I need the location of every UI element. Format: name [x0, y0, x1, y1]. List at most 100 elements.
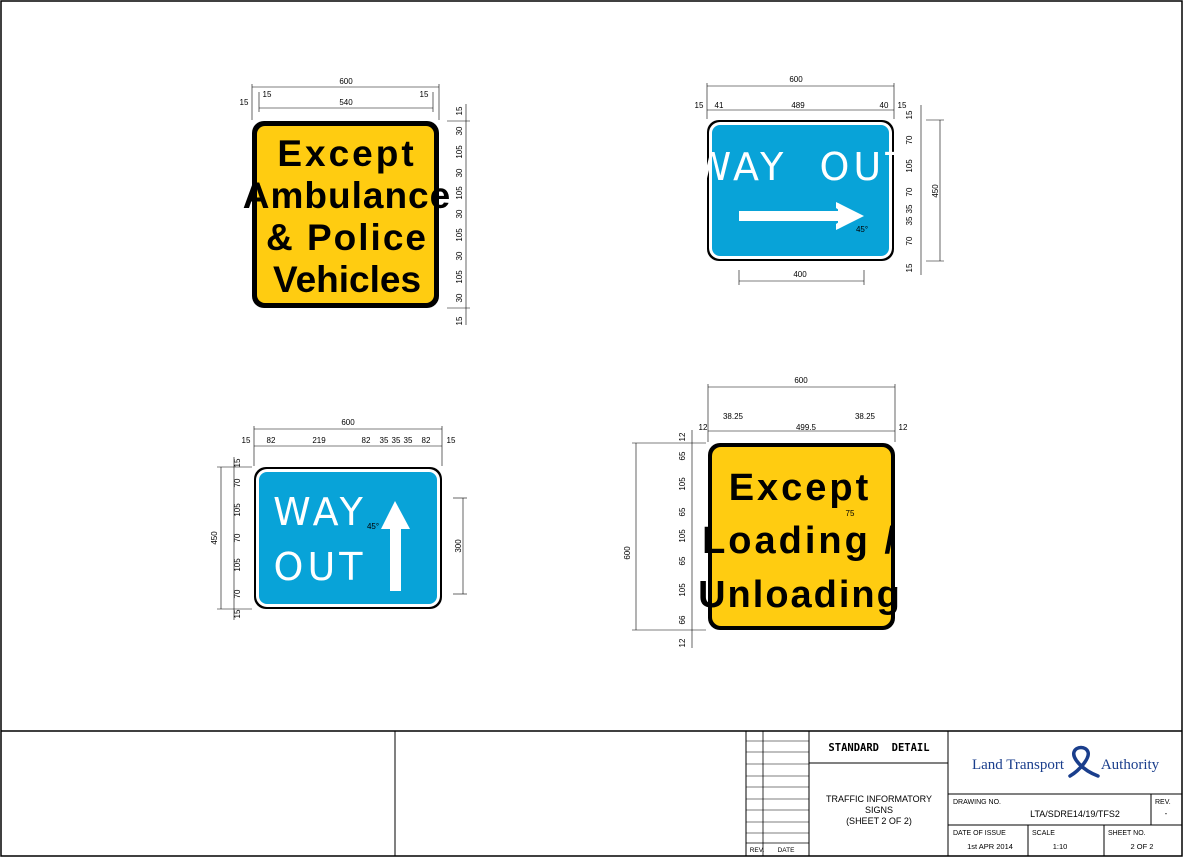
drawing-title-line2: SIGNS [865, 805, 893, 815]
svg-text:12: 12 [678, 432, 687, 441]
svg-text:70: 70 [233, 533, 242, 542]
sign3-dim-height: 450 [210, 531, 219, 545]
svg-text:15: 15 [455, 106, 464, 115]
drawing-no-label: DRAWING NO. [953, 799, 1001, 806]
sign1-line2: Ambulance [243, 175, 451, 216]
sign2-text: WAY OUT [694, 145, 913, 189]
svg-text:30: 30 [455, 251, 464, 260]
svg-text:82: 82 [267, 436, 276, 445]
svg-text:15: 15 [447, 436, 456, 445]
sign1-dim-edge-left: 15 [263, 90, 272, 99]
drawing-no-value: LTA/SDRE14/19/TFS2 [1030, 809, 1120, 819]
sign3-dim-total: 600 [341, 418, 355, 427]
sign2-dim-a: 15 [695, 101, 704, 110]
svg-text:35: 35 [380, 436, 389, 445]
sign4-line1: Except [729, 467, 872, 509]
svg-text:35: 35 [404, 436, 413, 445]
sheet-no-label: SHEET NO. [1108, 830, 1146, 837]
svg-text:30: 30 [455, 168, 464, 177]
svg-text:35: 35 [392, 436, 401, 445]
sign2-dim-d: 40 [880, 101, 889, 110]
sign1-dim-inner: 540 [339, 98, 353, 107]
scale-value: 1:10 [1053, 842, 1068, 851]
rev-value: - [1165, 809, 1168, 818]
svg-text:82: 82 [422, 436, 431, 445]
sign4-dim-total: 600 [794, 376, 808, 385]
svg-text:30: 30 [455, 209, 464, 218]
sign4-dim-d: 38.25 [855, 412, 876, 421]
svg-text:105: 105 [678, 583, 687, 597]
svg-text:70: 70 [905, 187, 914, 196]
svg-text:35: 35 [905, 204, 914, 213]
svg-text:66: 66 [678, 615, 687, 624]
drawing-title-line3: (SHEET 2 OF 2) [846, 816, 912, 826]
svg-text:15: 15 [905, 263, 914, 272]
svg-text:70: 70 [905, 135, 914, 144]
rev-column-label: REV. [750, 847, 765, 854]
svg-text:105: 105 [455, 145, 464, 159]
svg-text:70: 70 [233, 478, 242, 487]
sign3-dims-left: 15 70 105 70 105 70 15 [233, 458, 242, 618]
sign4-dim-e: 12 [899, 423, 908, 432]
sign1-line4: Vehicles [273, 259, 421, 300]
sign2-angle: 45° [856, 225, 868, 234]
lta-logo-text-left: Land Transport [972, 757, 1065, 773]
sign1-dim-total: 600 [339, 77, 353, 86]
svg-text:12: 12 [678, 638, 687, 647]
svg-text:105: 105 [455, 270, 464, 284]
svg-text:30: 30 [455, 293, 464, 302]
sign3-line2: OUT [274, 545, 367, 589]
sign2-dim-c: 489 [791, 101, 805, 110]
svg-text:70: 70 [905, 236, 914, 245]
svg-text:70: 70 [233, 589, 242, 598]
svg-text:65: 65 [678, 451, 687, 460]
svg-text:30: 30 [455, 126, 464, 135]
svg-text:15: 15 [242, 436, 251, 445]
svg-text:15: 15 [233, 458, 242, 467]
sign2-dim-height: 450 [931, 184, 940, 198]
sign4-line3: Unloading [698, 574, 902, 616]
date-column-label: DATE [778, 847, 796, 854]
date-of-issue-value: 1st APR 2014 [967, 842, 1013, 851]
sign2-dim-total: 600 [789, 75, 803, 84]
sign1-line1: Except [277, 133, 416, 174]
scale-label: SCALE [1032, 830, 1055, 837]
lta-logo: Land Transport Authority [972, 748, 1160, 777]
sign3-angle: 45° [367, 522, 379, 531]
sign4-dims-left: 12 65 105 65 105 65 105 66 12 [678, 432, 687, 647]
sign1-line3: & Police [266, 217, 428, 258]
sign4-inner-dim: 75 [846, 509, 855, 518]
svg-text:105: 105 [678, 529, 687, 543]
svg-text:15: 15 [455, 316, 464, 325]
sign2-dim-e: 15 [898, 101, 907, 110]
date-of-issue-label: DATE OF ISSUE [953, 830, 1006, 837]
sign-except-loading: Except Loading / Unloading 75 [698, 443, 902, 630]
sign4-dim-a: 12 [699, 423, 708, 432]
svg-text:65: 65 [678, 556, 687, 565]
lta-emblem-icon [1070, 748, 1098, 777]
sign4-line2: Loading / [702, 520, 898, 562]
svg-text:15: 15 [233, 609, 242, 618]
svg-text:105: 105 [905, 159, 914, 173]
sign2-dim-b: 41 [715, 101, 724, 110]
svg-text:105: 105 [233, 558, 242, 572]
svg-text:65: 65 [678, 507, 687, 516]
sign1-dims-right: 15 30 105 30 105 30 105 30 105 30 15 [455, 106, 464, 325]
svg-text:35: 35 [905, 216, 914, 225]
sign1-dim-edge-outer: 15 [240, 98, 249, 107]
sign4-dim-b: 38.25 [723, 412, 744, 421]
svg-text:105: 105 [455, 228, 464, 242]
sign1-dim-edge-right: 15 [420, 90, 429, 99]
rev-label: REV. [1155, 799, 1171, 806]
standard-detail-label: STANDARD DETAIL [828, 742, 929, 754]
sign-way-out-up: WAY OUT 45° [254, 467, 442, 609]
sign4-dim-height: 600 [623, 546, 632, 560]
sign-except-ambulance: Except Ambulance & Police Vehicles [243, 121, 451, 308]
svg-text:82: 82 [362, 436, 371, 445]
sheet-no-value: 2 OF 2 [1131, 842, 1154, 851]
svg-text:105: 105 [233, 503, 242, 517]
sign2-dims-right: 15 70 105 70 35 35 70 15 [905, 110, 914, 272]
svg-text:105: 105 [455, 186, 464, 200]
